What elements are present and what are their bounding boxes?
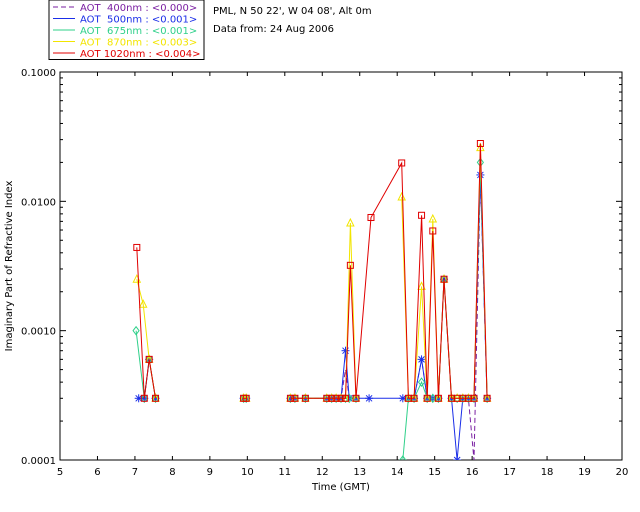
legend-entry: AOT 675nm : <0.001> xyxy=(80,26,197,37)
x-tick-label: 18 xyxy=(541,467,554,478)
x-tick-label: 15 xyxy=(428,467,441,478)
series-line xyxy=(290,174,488,460)
data-point-square xyxy=(328,394,336,402)
y-axis-label: Imaginary Part of Refractive Index xyxy=(4,181,15,352)
data-point-star xyxy=(365,394,374,403)
data-point-square xyxy=(434,394,442,402)
x-tick-label: 9 xyxy=(207,467,213,478)
data-point-diamond xyxy=(483,393,491,404)
date-info: Data from: 24 Aug 2006 xyxy=(213,24,334,35)
data-point-square xyxy=(301,394,309,402)
legend-entry: AOT 870nm : <0.003> xyxy=(80,38,197,49)
x-tick-label: 5 xyxy=(57,467,63,478)
data-point-diamond xyxy=(447,393,456,404)
x-tick-label: 16 xyxy=(466,467,479,478)
data-point-square xyxy=(398,159,406,167)
data-point-diamond xyxy=(434,393,443,404)
data-point-diamond xyxy=(464,393,473,404)
legend: AOT 400nm : <0.000>AOT 500nm : <0.001>AO… xyxy=(48,0,205,60)
data-point-square xyxy=(133,243,141,251)
data-point-triangle xyxy=(428,213,438,223)
data-point-triangle xyxy=(138,299,148,308)
data-point-square xyxy=(476,140,484,148)
data-point-diamond xyxy=(151,393,160,404)
data-point-square xyxy=(323,394,331,402)
data-point-square xyxy=(418,211,426,219)
data-point-diamond xyxy=(352,393,360,404)
legend-entry: AOT 400nm : <0.000> xyxy=(80,3,197,14)
data-point-square xyxy=(140,394,148,402)
axes-layer: 5 6 7 8 9 10 11 12 13 14 15 16 17 18 19 20 0.0001 0.0010 0… xyxy=(21,68,628,478)
x-tick-label: 8 xyxy=(169,467,175,478)
series-layer xyxy=(132,140,492,460)
series-line xyxy=(402,174,488,460)
series-3 xyxy=(132,157,491,460)
data-point-square xyxy=(286,394,294,402)
data-point-square xyxy=(346,261,354,269)
data-point-square xyxy=(470,394,478,402)
data-point-diamond xyxy=(242,393,250,404)
y-tick-label: 0.0010 xyxy=(21,327,56,338)
data-point-square xyxy=(332,394,340,402)
y-tick-label: 0.0100 xyxy=(21,197,56,208)
series-1 xyxy=(138,174,488,460)
y-tick-label: 0.1000 xyxy=(21,68,56,79)
data-point-square xyxy=(423,394,431,402)
data-point-diamond xyxy=(399,455,407,460)
x-tick-label: 6 xyxy=(94,467,100,478)
series-line xyxy=(136,247,156,399)
data-point-diamond xyxy=(132,325,140,336)
data-point-square xyxy=(352,394,360,402)
x-tick-label: 7 xyxy=(132,467,138,478)
plot-area xyxy=(59,71,623,461)
data-point-star xyxy=(453,456,462,460)
x-tick-label: 10 xyxy=(241,467,254,478)
data-point-square xyxy=(145,355,153,363)
data-point-square xyxy=(483,394,491,402)
data-point-diamond xyxy=(423,393,431,404)
x-tick-label: 11 xyxy=(278,467,291,478)
series-2 xyxy=(134,170,492,460)
data-point-diamond xyxy=(404,393,413,404)
data-point-square xyxy=(440,275,448,283)
series-line xyxy=(290,143,488,399)
data-point-diamond xyxy=(410,393,418,404)
series-line xyxy=(402,162,488,460)
data-point-diamond xyxy=(470,393,478,404)
data-point-square xyxy=(341,394,349,402)
data-point-diamond xyxy=(429,393,437,404)
x-tick-label: 13 xyxy=(353,467,366,478)
data-point-square xyxy=(410,394,418,402)
series-line xyxy=(401,147,488,399)
x-tick-label: 17 xyxy=(503,467,516,478)
data-point-diamond xyxy=(140,393,148,404)
x-tick-label: 20 xyxy=(616,467,629,478)
data-point-diamond xyxy=(417,377,426,387)
x-tick-label: 14 xyxy=(391,467,404,478)
legend-entry: AOT 1020nm : <0.004> xyxy=(80,49,200,60)
data-point-diamond xyxy=(301,393,310,404)
data-point-square xyxy=(367,213,375,221)
data-point-triangle xyxy=(397,191,407,201)
data-point-square xyxy=(152,394,160,402)
data-point-star xyxy=(341,346,350,355)
data-point-diamond xyxy=(291,393,299,404)
station-info: PML, N 50 22', W 04 08', Alt 0m xyxy=(213,6,372,17)
x-tick-label: 12 xyxy=(316,467,329,478)
x-axis-label: Time (GMT) xyxy=(311,482,370,493)
data-point-triangle xyxy=(346,217,355,227)
data-point-diamond xyxy=(453,393,461,404)
data-point-square xyxy=(429,227,437,235)
data-point-diamond xyxy=(459,393,467,404)
data-point-star xyxy=(417,355,426,364)
legend-entry: AOT 500nm : <0.001> xyxy=(80,15,197,26)
y-tick-label: 0.0001 xyxy=(21,456,56,467)
data-point-square xyxy=(291,394,299,402)
data-point-square xyxy=(242,394,250,402)
series-5 xyxy=(133,140,491,402)
data-point-square xyxy=(337,394,345,402)
x-tick-label: 19 xyxy=(578,467,591,478)
data-point-diamond xyxy=(239,393,248,404)
